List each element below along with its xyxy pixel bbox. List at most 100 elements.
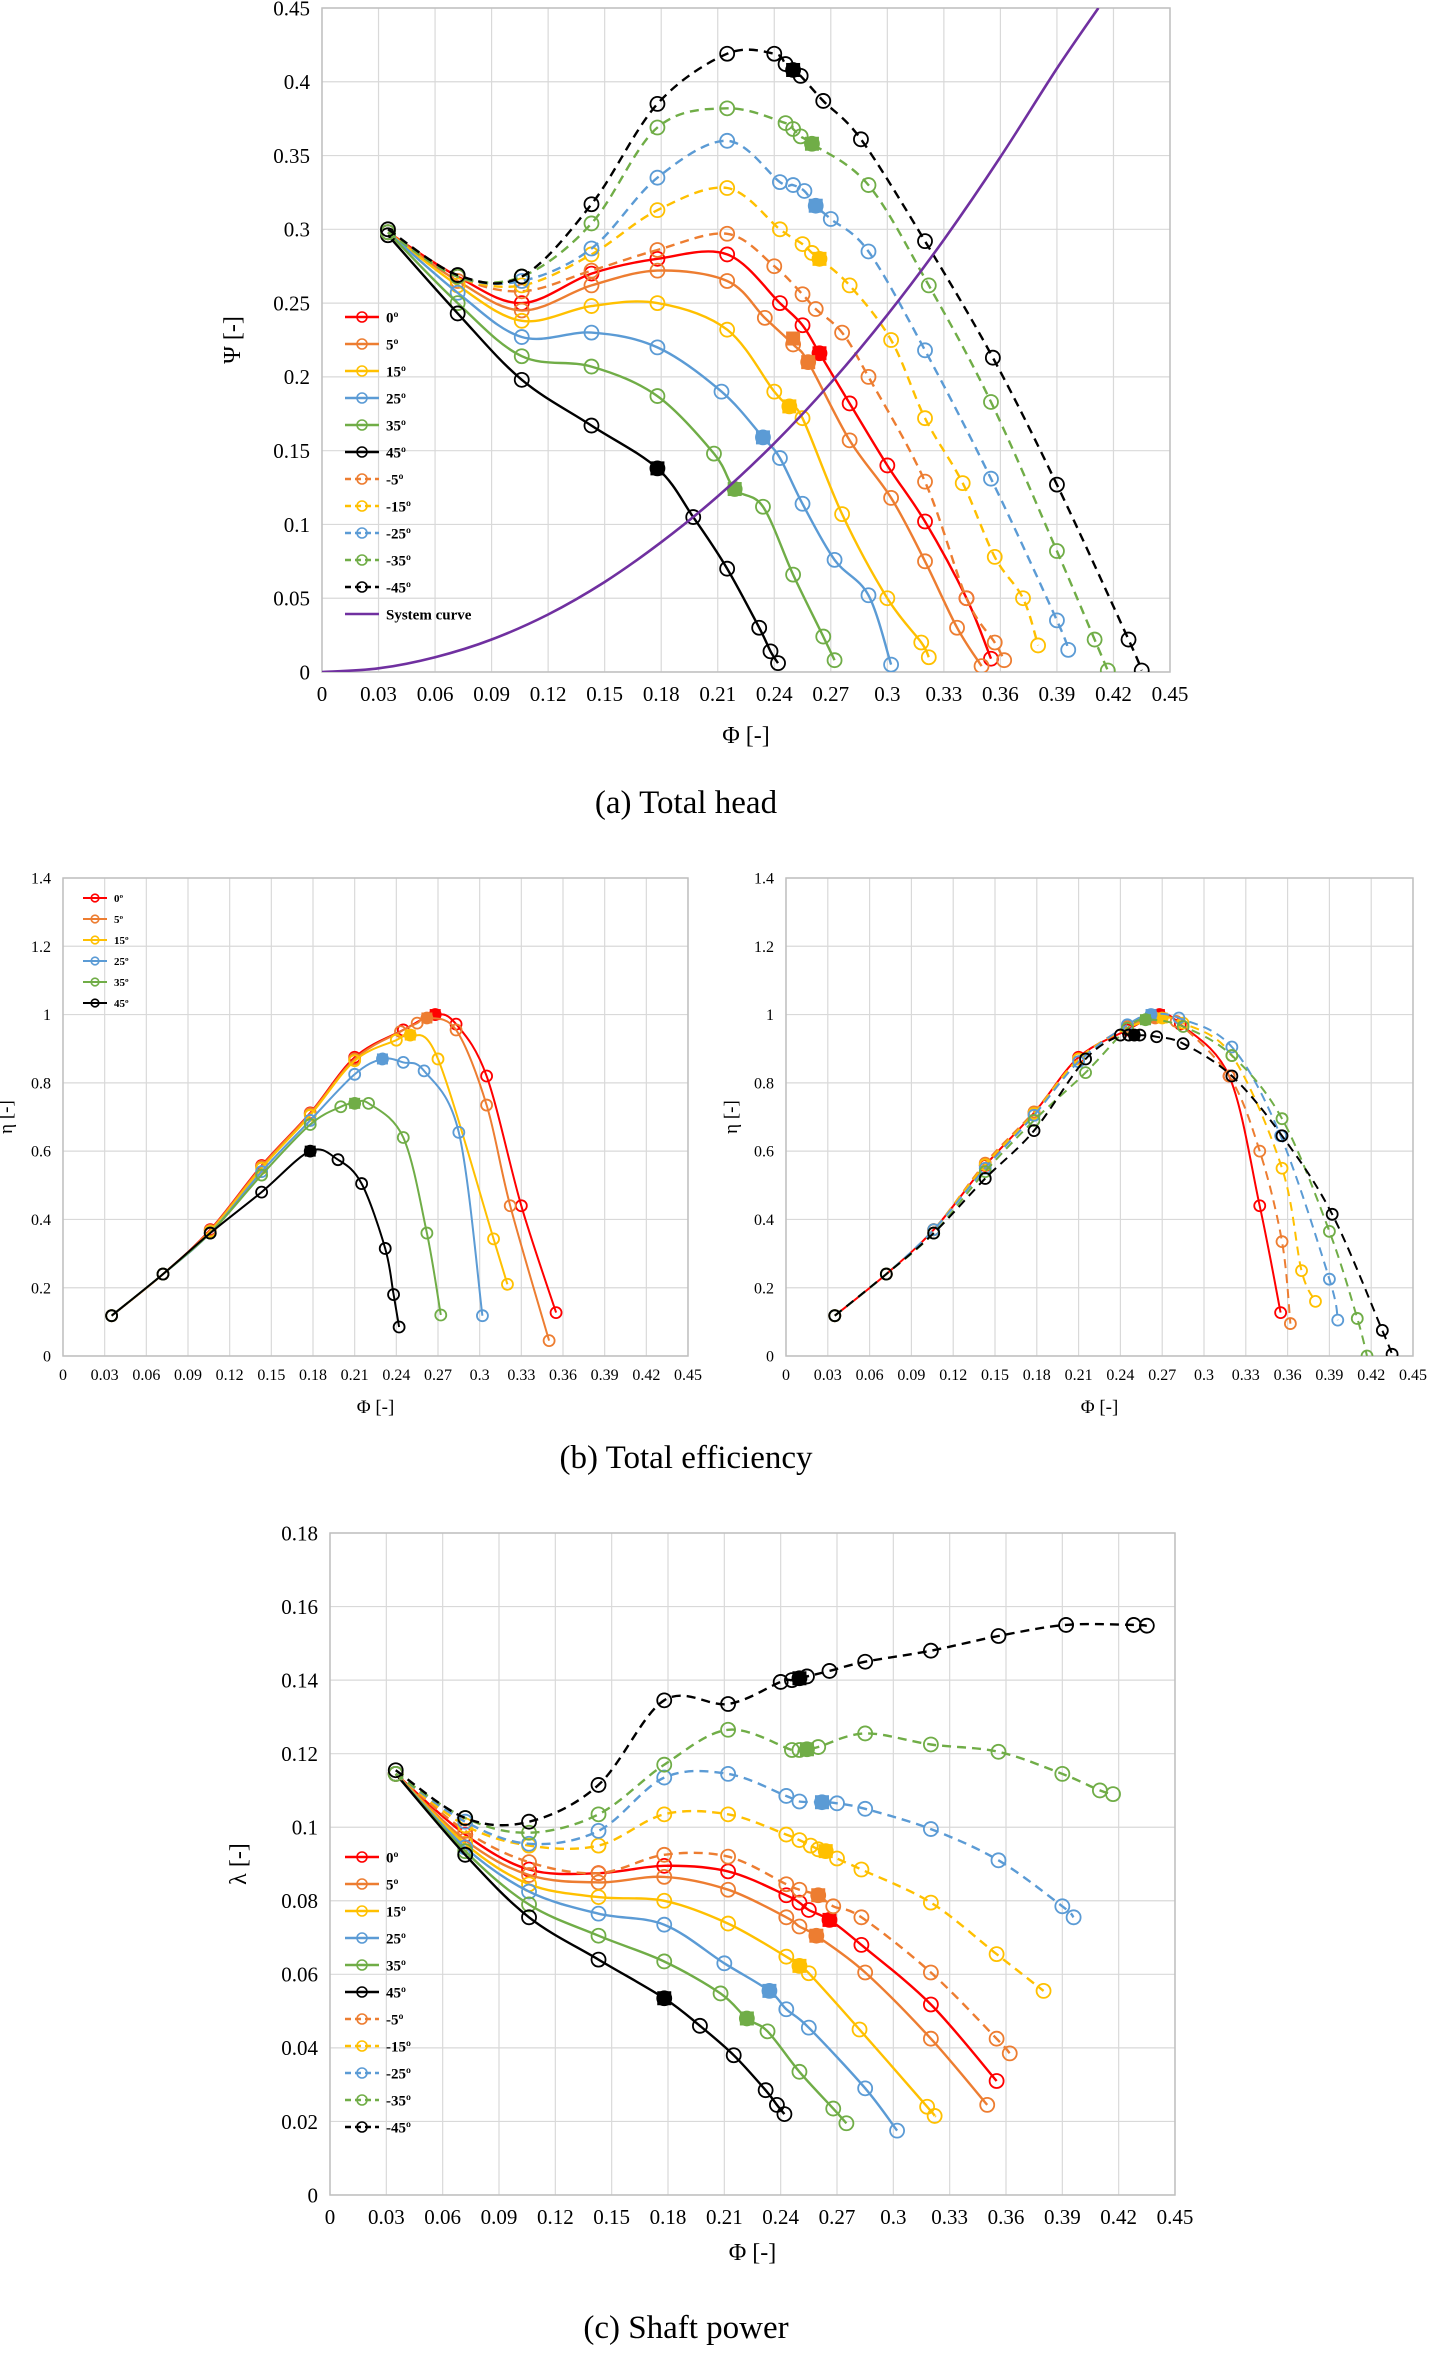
y-axis-title: λ [-]: [226, 1843, 252, 1885]
data-point: [1138, 1617, 1155, 1634]
data-point: [590, 1837, 607, 1854]
data-point: [954, 475, 971, 492]
y-tick-label: 0.8: [754, 1075, 774, 1092]
x-tick-label: 0.27: [819, 2205, 856, 2229]
series-5deg: [380, 224, 990, 672]
series-line: [322, 8, 1100, 672]
data-point: [720, 1696, 736, 1712]
data-point: [1275, 1161, 1289, 1175]
data-point: [513, 329, 530, 345]
data-point: [841, 277, 858, 294]
data-point: [449, 284, 466, 301]
legend-item-45deg: 45º: [345, 445, 406, 461]
data-point: [834, 324, 851, 341]
x-tick-label: 0.39: [1039, 682, 1076, 706]
legend-label: -5º: [386, 2012, 403, 2028]
chart-efficiency-negative: 0 0.03 0.06 0.09 0.12 0.15 0.18 0.21 0.24 0.27 0.3…: [721, 871, 1427, 1418]
series-line: [387, 139, 1070, 651]
data-point: [1091, 1782, 1108, 1799]
data-point: [829, 1850, 845, 1867]
bep-marker: [1139, 1014, 1151, 1026]
legend-item-15deg: 15º: [345, 1904, 406, 1920]
x-tick-label: 0.06: [132, 1367, 160, 1384]
data-point: [1385, 1347, 1399, 1356]
data-point: [759, 2023, 776, 2040]
x-tick-label: 0.24: [756, 682, 793, 706]
data-point: [583, 417, 600, 434]
data-point: [255, 1168, 269, 1182]
x-tick-label: 0.21: [699, 682, 736, 706]
data-point: [984, 349, 1001, 366]
data-point: [720, 1863, 736, 1880]
x-tick-label: 0: [317, 682, 328, 706]
y-tick-label: 0.2: [284, 365, 310, 389]
x-tick-label: 0.03: [91, 1367, 119, 1384]
x-tick-label: 0.27: [1148, 1367, 1176, 1384]
series-line: [110, 1032, 509, 1317]
data-point: [1058, 1617, 1074, 1633]
data-point: [834, 506, 851, 523]
series-line: [834, 1012, 1339, 1321]
legend-marker: [356, 311, 368, 323]
y-tick-label: 0.12: [281, 1742, 318, 1766]
bep-marker: [650, 461, 665, 476]
x-tick-label: 0.3: [874, 682, 900, 706]
data-point: [860, 368, 877, 385]
data-point: [879, 457, 896, 474]
x-tick-label: 0.06: [856, 1367, 884, 1384]
x-tick-label: 0.09: [481, 2205, 518, 2229]
bep-marker: [1145, 1009, 1157, 1021]
data-point: [590, 1823, 607, 1839]
data-point: [521, 1896, 537, 1913]
data-point: [521, 1909, 537, 1926]
data-point: [983, 470, 999, 487]
x-tick-label: 0: [59, 1367, 67, 1384]
data-point: [1079, 1052, 1092, 1066]
plot-area: [387, 1617, 1155, 2139]
legend-item-25deg: 25º: [345, 391, 406, 407]
data-point: [720, 1721, 736, 1738]
data-point: [583, 215, 600, 232]
data-point: [656, 1846, 673, 1863]
series-line: [387, 107, 1109, 671]
data-point: [922, 1642, 939, 1659]
data-point: [431, 1052, 445, 1066]
data-point: [583, 262, 600, 279]
data-point: [920, 277, 937, 294]
caption-shaft-power: (c) Shaft power: [583, 2310, 788, 2346]
data-point: [794, 317, 811, 334]
data-point: [1060, 641, 1077, 658]
data-point: [713, 383, 730, 400]
data-point: [720, 1765, 736, 1782]
legend-item-neg5deg: -5º: [345, 2012, 403, 2028]
data-point: [860, 177, 877, 193]
y-tick-label: 0.14: [281, 1668, 318, 1692]
data-point: [755, 498, 771, 515]
bep-marker: [812, 251, 827, 266]
y-axis-title: η [-]: [0, 1100, 17, 1134]
data-point: [583, 277, 600, 294]
data-point: [514, 1199, 528, 1213]
legend-label: 35º: [114, 977, 129, 989]
data-point: [590, 1927, 607, 1944]
data-point: [105, 1309, 119, 1323]
legend: 0º 5º 15º 25º 35º 45º: [83, 893, 129, 1010]
bep-marker: [811, 1888, 826, 1903]
y-tick-label: 0.05: [273, 587, 310, 611]
data-point: [1015, 590, 1031, 607]
data-point: [800, 2019, 817, 2036]
data-point: [778, 1909, 795, 1926]
data-point: [927, 1226, 941, 1240]
data-point: [348, 1054, 362, 1068]
y-tick-label: 0.4: [284, 70, 311, 94]
data-point: [1114, 1028, 1127, 1042]
legend: 0º 5º 15º 25º 35º 45º -5º -15º -25º -35º -45º: [345, 1850, 411, 2136]
data-point: [756, 309, 773, 326]
series-line: [387, 186, 1040, 646]
x-tick-label: 0.21: [1065, 1367, 1093, 1384]
data-point: [857, 1725, 874, 1742]
data-point: [776, 2106, 793, 2122]
legend-item-neg15deg: -15º: [345, 2039, 411, 2055]
data-point: [725, 2047, 742, 2064]
data-point: [1275, 1235, 1289, 1249]
